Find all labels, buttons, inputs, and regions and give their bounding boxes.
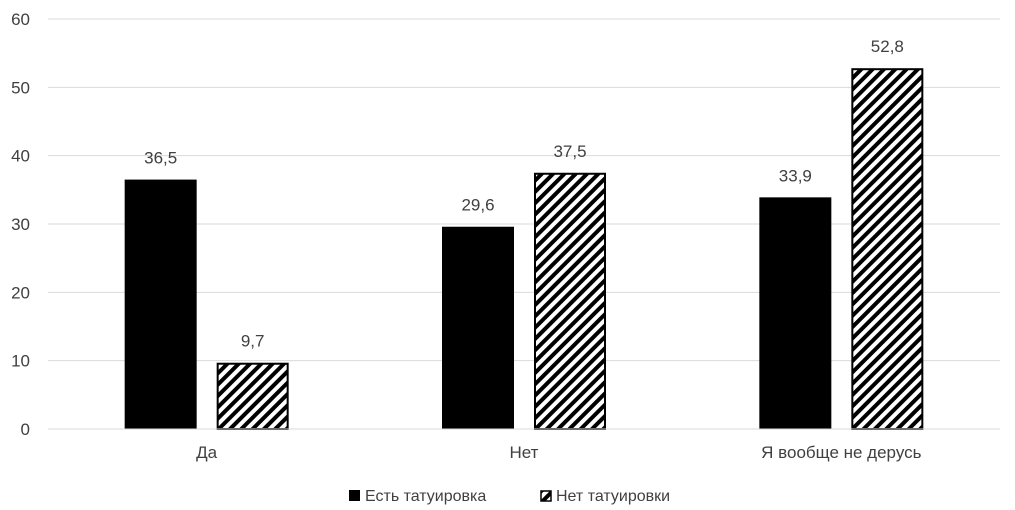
y-tick-label: 50: [11, 78, 30, 97]
data-label: 9,7: [241, 332, 265, 351]
x-tick-label: Я вообще не дерусь: [761, 443, 921, 462]
bar-has-tattoo: [124, 179, 197, 429]
legend-swatch-no-tattoo: [540, 490, 552, 502]
y-tick-label: 30: [11, 215, 30, 234]
data-label: 33,9: [779, 166, 812, 185]
legend-label-has-tattoo: Есть татуировка: [365, 488, 486, 505]
bar-no-tattoo: [851, 68, 924, 430]
data-label: 52,8: [871, 37, 904, 56]
y-tick-label: 60: [11, 10, 30, 29]
data-label: 29,6: [461, 196, 494, 215]
legend-label-no-tattoo: Нет татуировки: [556, 488, 670, 505]
gridlines: [48, 18, 1000, 362]
bar-no-tattoo: [216, 362, 289, 431]
x-tick-label: Да: [196, 443, 218, 462]
data-label: 37,5: [553, 142, 586, 161]
y-tick-label: 10: [11, 352, 30, 371]
bar-no-tattoo: [534, 172, 606, 430]
x-axis-ticks: Да Нет Я вообще не дерусь: [196, 443, 921, 462]
y-tick-label: 0: [21, 420, 30, 439]
bar-has-tattoo: [759, 197, 832, 429]
bars: [124, 68, 924, 431]
legend-swatch-has-tattoo: [349, 490, 360, 501]
y-tick-label: 40: [11, 147, 30, 166]
y-tick-label: 20: [11, 283, 30, 302]
x-tick-label: Нет: [510, 443, 539, 462]
data-label: 36,5: [144, 149, 177, 168]
data-labels: 36,5 9,7 29,6 37,5 33,9 52,8: [144, 37, 904, 351]
y-axis-ticks: 0 10 20 30 40 50 60: [11, 10, 30, 439]
bar-has-tattoo: [442, 226, 514, 429]
legend: Есть татуировка Нет татуировки: [349, 488, 670, 505]
